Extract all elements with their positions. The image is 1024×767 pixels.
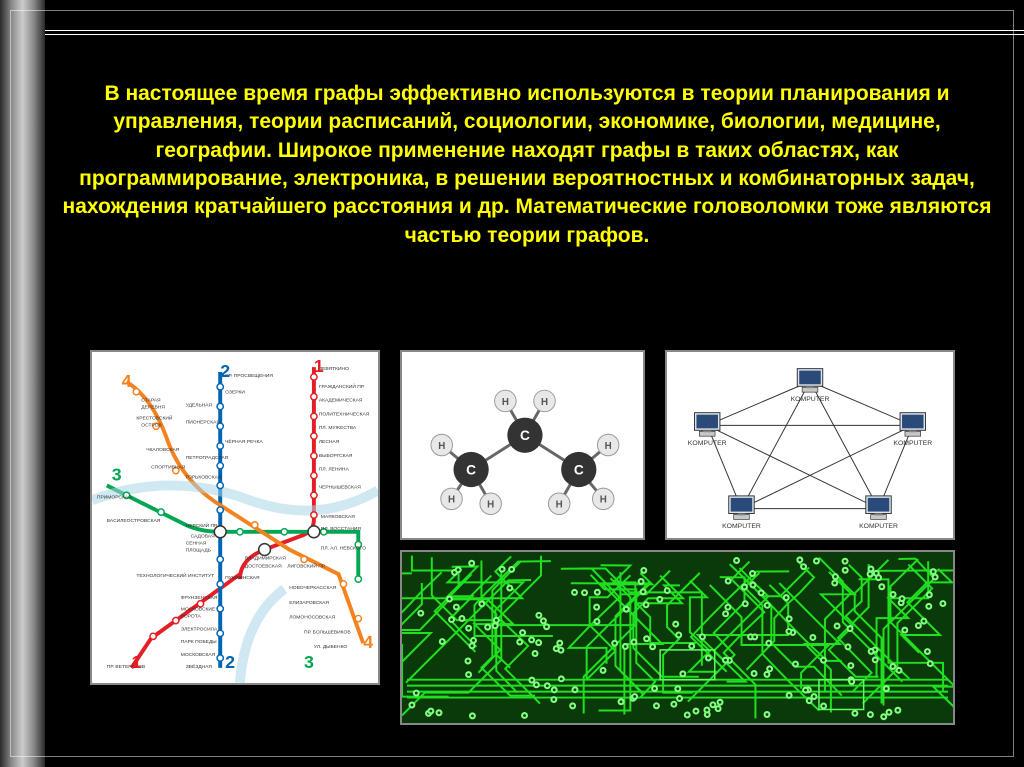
pcb-image [400, 550, 955, 725]
svg-text:ДЕРЕВНЯ: ДЕРЕВНЯ [141, 405, 165, 411]
svg-text:H: H [600, 495, 607, 506]
metro-svg: ДЕВЯТКИНОГРАЖДАНСКИЙ ПР.АКАДЕМИЧЕСКАЯПОЛ… [92, 352, 378, 683]
svg-text:ЧКАЛОВСКАЯ: ЧКАЛОВСКАЯ [146, 447, 179, 453]
svg-text:ПЕТРОГРАДСКАЯ: ПЕТРОГРАДСКАЯ [186, 455, 229, 461]
metro-map-image: ДЕВЯТКИНОГРАЖДАНСКИЙ ПР.АКАДЕМИЧЕСКАЯПОЛ… [90, 350, 380, 685]
pcb-svg [402, 552, 953, 723]
svg-text:СПОРТИВНАЯ: СПОРТИВНАЯ [151, 465, 186, 471]
network-image: KOMPUTER KOMPUTER KOMPUTER KOMPUTER KOMPUTER [665, 350, 955, 540]
svg-text:САДОВАЯ: САДОВАЯ [191, 534, 215, 540]
svg-text:H: H [448, 495, 455, 506]
svg-text:ПР. БОЛЬШЕВИКОВ: ПР. БОЛЬШЕВИКОВ [304, 629, 351, 635]
svg-text:H: H [541, 397, 548, 408]
svg-text:C: C [466, 462, 476, 477]
svg-text:СТАРАЯ: СТАРАЯ [141, 398, 161, 404]
svg-text:ДОСТОЕВСКАЯ: ДОСТОЕВСКАЯ [245, 563, 282, 569]
svg-text:3: 3 [112, 465, 122, 485]
svg-text:ВОРОТА: ВОРОТА [181, 614, 202, 620]
molecule-svg: C C C H H H H H H H H [402, 352, 643, 538]
svg-text:УЛ. ДЫБЕНКО: УЛ. ДЫБЕНКО [314, 644, 347, 650]
svg-text:4: 4 [363, 632, 373, 652]
svg-text:ОЗЕРКИ: ОЗЕРКИ [225, 390, 245, 396]
svg-text:ФРУНЗЕНСКАЯ: ФРУНЗЕНСКАЯ [181, 595, 218, 601]
svg-text:H: H [556, 500, 563, 511]
svg-text:ЕЛИЗАРОВСКАЯ: ЕЛИЗАРОВСКАЯ [289, 600, 329, 606]
svg-text:СЕННАЯ: СЕННАЯ [186, 541, 207, 547]
svg-text:1: 1 [314, 356, 324, 376]
svg-text:ПЛ. АЛ. НЕВСКОГО: ПЛ. АЛ. НЕВСКОГО [321, 546, 366, 552]
svg-text:H: H [605, 441, 612, 452]
svg-text:2: 2 [225, 652, 235, 672]
svg-text:ЛИГОВСКИЙ ПР.: ЛИГОВСКИЙ ПР. [287, 561, 326, 569]
svg-text:ГРАЖДАНСКИЙ ПР.: ГРАЖДАНСКИЙ ПР. [319, 382, 365, 390]
svg-text:МОСКОВСКИЕ: МОСКОВСКИЕ [181, 607, 216, 613]
svg-text:ЧЕРНЫШЕВСКАЯ: ЧЕРНЫШЕВСКАЯ [319, 484, 361, 490]
svg-text:ПОЛИТЕХНИЧЕСКАЯ: ПОЛИТЕХНИЧЕСКАЯ [319, 411, 370, 417]
svg-text:ЛЕСНАЯ: ЛЕСНАЯ [319, 439, 340, 445]
svg-text:ПЛ. ВОССТАНИЯ: ПЛ. ВОССТАНИЯ [321, 526, 362, 532]
svg-text:KOMPUTER: KOMPUTER [688, 440, 727, 447]
slide-body-text: В настоящее время графы эффективно испол… [60, 80, 994, 250]
network-svg: KOMPUTER KOMPUTER KOMPUTER KOMPUTER KOMPUTER [667, 352, 953, 538]
svg-text:ПЛ. ЛЕНИНА: ПЛ. ЛЕНИНА [319, 467, 350, 473]
svg-text:ВАСИЛЕОСТРОВСКАЯ: ВАСИЛЕОСТРОВСКАЯ [107, 518, 161, 524]
svg-text:KOMPUTER: KOMPUTER [859, 523, 898, 530]
svg-text:KOMPUTER: KOMPUTER [893, 440, 932, 447]
svg-text:ПИОНЕРСКАЯ: ПИОНЕРСКАЯ [186, 419, 221, 425]
svg-text:ПР. ПРОСВЕЩЕНИЯ: ПР. ПРОСВЕЩЕНИЯ [225, 373, 273, 379]
svg-text:ПРИМОРСКАЯ: ПРИМОРСКАЯ [97, 494, 132, 500]
svg-text:2: 2 [220, 361, 230, 381]
svg-text:ВЛАДИМИРСКАЯ: ВЛАДИМИРСКАЯ [245, 555, 286, 561]
svg-text:НЕВСКИЙ ПР.: НЕВСКИЙ ПР. [186, 521, 218, 529]
svg-text:ЭЛЕКТРОСИЛА: ЭЛЕКТРОСИЛА [181, 626, 218, 632]
svg-text:C: C [520, 428, 530, 443]
svg-text:ВЫБОРГСКАЯ: ВЫБОРГСКАЯ [319, 453, 353, 459]
svg-text:ПЛ. МУЖЕСТВА: ПЛ. МУЖЕСТВА [319, 425, 357, 431]
svg-text:ЧЁРНАЯ РЕЧКА: ЧЁРНАЯ РЕЧКА [225, 438, 263, 445]
svg-text:МОСКОВСКАЯ: МОСКОВСКАЯ [181, 652, 216, 658]
svg-text:ЛОМОНОСОВСКАЯ: ЛОМОНОСОВСКАЯ [289, 615, 335, 621]
svg-text:НОВОЧЕРКАССКАЯ: НОВОЧЕРКАССКАЯ [289, 585, 336, 591]
svg-text:ПАРК ПОБЕДЫ: ПАРК ПОБЕДЫ [181, 639, 217, 645]
svg-text:KOMPUTER: KOMPUTER [722, 523, 761, 530]
svg-text:H: H [502, 397, 509, 408]
svg-text:АКАДЕМИЧЕСКАЯ: АКАДЕМИЧЕСКАЯ [319, 398, 363, 404]
svg-text:ГОРЬКОВСКАЯ: ГОРЬКОВСКАЯ [186, 475, 222, 481]
svg-text:УДЕЛЬНАЯ: УДЕЛЬНАЯ [186, 403, 213, 409]
svg-text:ТЕХНОЛОГИЧЕСКИЙ ИНСТИТУТ: ТЕХНОЛОГИЧЕСКИЙ ИНСТИТУТ [136, 571, 214, 579]
svg-text:H: H [487, 500, 494, 511]
svg-text:C: C [574, 462, 584, 477]
svg-text:ЗВЁЗДНАЯ: ЗВЁЗДНАЯ [186, 663, 213, 670]
molecule-image: C C C H H H H H H H H [400, 350, 645, 540]
svg-text:3: 3 [304, 652, 314, 672]
svg-text:1: 1 [131, 652, 141, 672]
svg-text:KOMPUTER: KOMPUTER [791, 396, 830, 403]
svg-text:МАЯКОВСКАЯ: МАЯКОВСКАЯ [321, 514, 355, 520]
svg-text:ОСТРОВ: ОСТРОВ [141, 422, 162, 428]
images-container: ДЕВЯТКИНОГРАЖДАНСКИЙ ПР.АКАДЕМИЧЕСКАЯПОЛ… [90, 350, 964, 747]
svg-text:ПЛОЩАДЬ: ПЛОЩАДЬ [186, 548, 211, 554]
svg-text:ПУШКИНСКАЯ: ПУШКИНСКАЯ [225, 575, 260, 581]
svg-text:4: 4 [122, 371, 132, 391]
svg-text:H: H [438, 441, 445, 452]
